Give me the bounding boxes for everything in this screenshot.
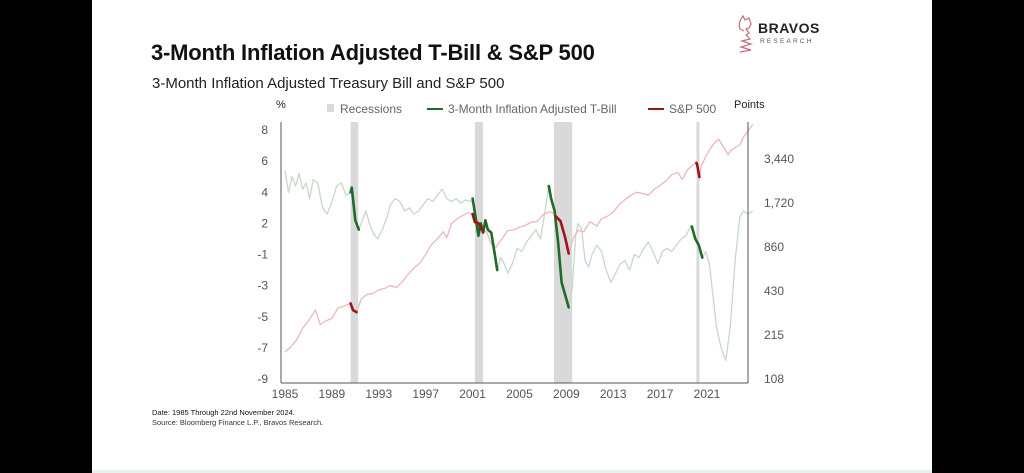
left-tick-label: 6	[261, 154, 268, 168]
legend-swatch-recessions	[327, 104, 334, 112]
x-tick-label: 1989	[319, 387, 346, 401]
left-tick-label: -1	[257, 248, 268, 262]
tbill-recession-highlight	[471, 197, 499, 272]
footer-source: Source: Bloomberg Finance L.P., Bravos R…	[152, 418, 324, 427]
left-axis-ticks: 8 6 4 2 -1 -3 -5 -7 -9	[257, 123, 268, 386]
tbill-line	[284, 170, 754, 361]
left-tick-label: 4	[261, 185, 268, 199]
chart-subtitle: 3-Month Inflation Adjusted Treasury Bill…	[152, 75, 505, 92]
tbill-recession-highlight	[547, 184, 570, 309]
right-axis-ticks: 3,440 1,720 860 430 215 108	[764, 152, 794, 386]
left-tick-label: -9	[257, 372, 268, 386]
right-tick-label: 215	[764, 328, 784, 342]
x-axis-ticks: 1985 1989 1993 1997 2001 2005 2009 2013 2017 2021	[272, 387, 721, 401]
left-tick-label: -3	[257, 279, 268, 293]
x-tick-label: 2021	[694, 387, 721, 401]
knight-chess-piece-icon	[738, 15, 753, 53]
right-axis-title: Points	[734, 99, 765, 111]
legend-label-recessions: Recessions	[340, 102, 402, 116]
legend: Recessions 3-Month Inflation Adjusted T-…	[327, 102, 716, 116]
recession-band	[554, 122, 573, 383]
recession-band	[474, 122, 484, 383]
spx-recession-highlight	[349, 302, 358, 314]
right-tick-label: 1,720	[764, 196, 794, 210]
right-tick-label: 430	[764, 284, 784, 298]
slide-title: 3-Month Inflation Adjusted T-Bill & S&P …	[151, 40, 595, 65]
logo-subtitle: RESEARCH	[760, 38, 814, 45]
recession-bands	[350, 122, 700, 383]
x-tick-label: 2009	[553, 387, 580, 401]
left-axis-title: %	[276, 99, 286, 111]
legend-label-tbill: 3-Month Inflation Adjusted T-Bill	[448, 102, 617, 116]
slide	[92, 0, 932, 470]
right-tick-label: 108	[764, 372, 784, 386]
left-tick-label: 8	[261, 123, 268, 137]
spx-recession-highlight	[695, 161, 701, 179]
right-tick-label: 860	[764, 240, 784, 254]
recession-band	[696, 122, 700, 383]
tbill-recession-highlight	[349, 186, 361, 231]
x-tick-label: 2017	[647, 387, 674, 401]
bravos-logo: BRAVOS RESEARCH	[736, 15, 836, 55]
left-tick-label: -7	[257, 341, 268, 355]
series-highlight-layer	[349, 161, 704, 314]
recession-band	[350, 122, 359, 383]
x-tick-label: 1993	[365, 387, 392, 401]
spx-line	[284, 124, 754, 353]
left-tick-label: -5	[257, 310, 268, 324]
left-tick-label: 2	[261, 216, 268, 230]
x-tick-label: 2005	[506, 387, 533, 401]
series-faded-layer	[284, 124, 754, 361]
footer-date: Date: 1985 Through 22nd November 2024.	[152, 408, 295, 417]
x-tick-label: 2013	[600, 387, 627, 401]
tbill-recession-highlight	[690, 225, 704, 259]
x-tick-label: 2001	[459, 387, 486, 401]
legend-label-spx: S&P 500	[669, 102, 716, 116]
spx-recession-highlight	[471, 212, 485, 233]
right-tick-label: 3,440	[764, 152, 794, 166]
spx-recession-highlight	[554, 215, 570, 255]
x-tick-label: 1997	[412, 387, 439, 401]
logo-name: BRAVOS	[758, 20, 820, 36]
x-tick-label: 1985	[272, 387, 299, 401]
slide-bottom-edge	[92, 470, 932, 473]
